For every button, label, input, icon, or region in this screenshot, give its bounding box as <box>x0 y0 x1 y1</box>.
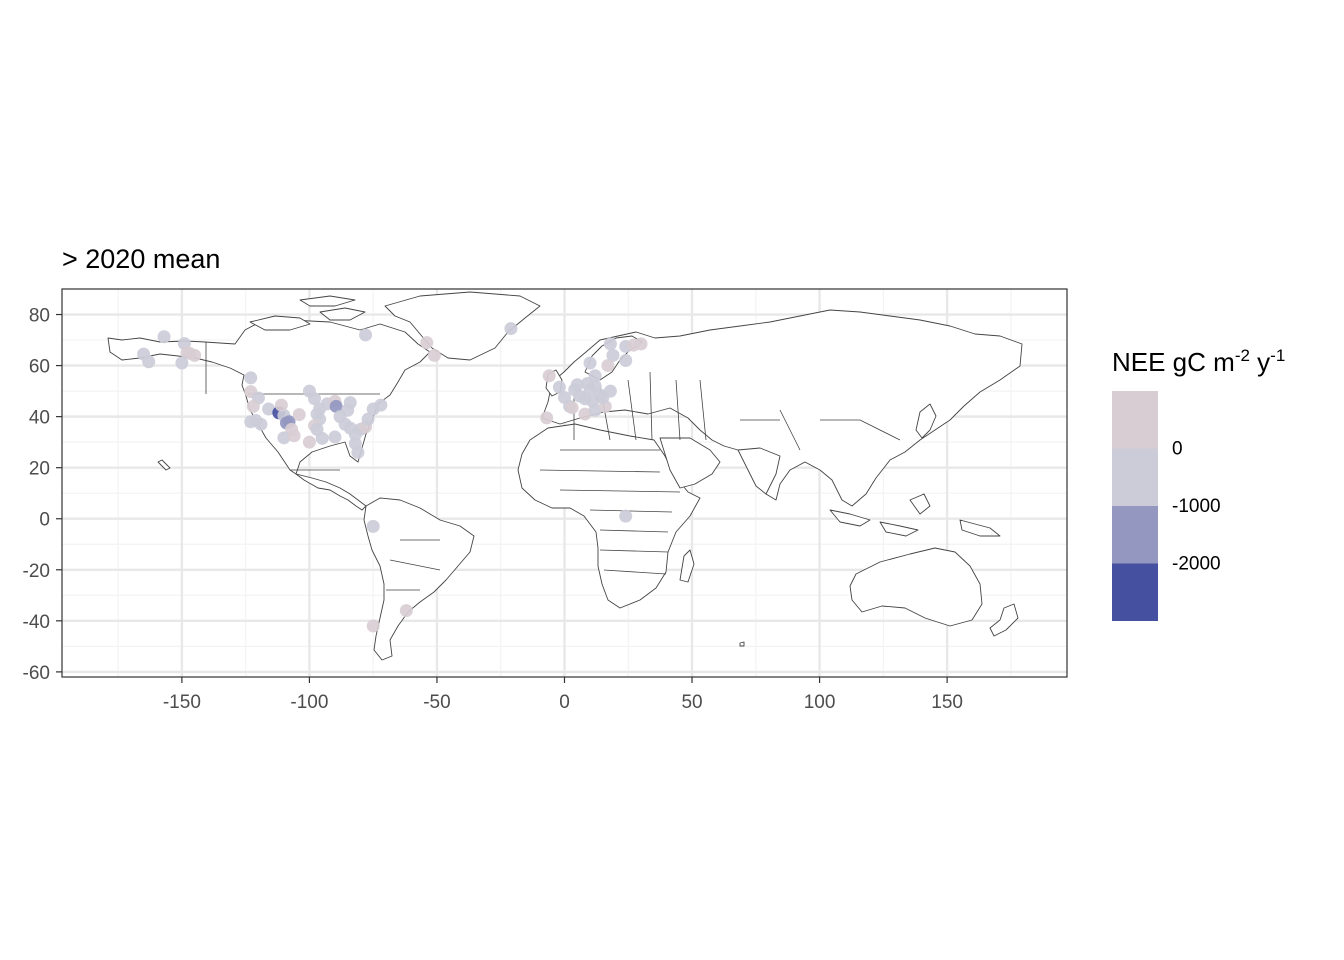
y-tick-label: -40 <box>23 612 50 633</box>
x-tick-label: -50 <box>423 692 450 713</box>
data-point <box>570 378 584 392</box>
data-point <box>292 408 306 422</box>
y-axis: 80 60 40 20 0 -20 -40 -60 <box>23 306 62 684</box>
legend-bin-label: -1000 <box>1172 496 1221 517</box>
y-tick-label: 40 <box>29 408 50 429</box>
greenland-landmass <box>384 291 541 361</box>
x-tick-label: -150 <box>163 692 201 713</box>
data-point <box>343 396 357 410</box>
legend: NEE gC m-2 y-1 0 -1000 -2000 <box>1112 346 1285 621</box>
legend-bin-label: -2000 <box>1172 554 1221 575</box>
x-tick-label: 100 <box>804 692 836 713</box>
data-point <box>601 359 615 373</box>
data-point <box>262 402 276 416</box>
x-tick-label: 50 <box>681 692 702 713</box>
data-point <box>427 348 441 362</box>
data-point <box>244 415 258 429</box>
chart-title: > 2020 mean <box>62 244 220 274</box>
x-tick-label: 0 <box>559 692 570 713</box>
data-point <box>588 403 602 417</box>
data-point <box>374 398 388 412</box>
x-tick-label: -100 <box>290 692 328 713</box>
legend-title-main: NEE gC m <box>1112 347 1235 377</box>
y-tick-label: 20 <box>29 459 50 480</box>
australia-landmass <box>849 547 983 627</box>
x-axis: -150 -100 -50 0 50 100 150 <box>163 677 963 713</box>
south-america-landmass <box>363 497 475 661</box>
data-point <box>583 356 597 370</box>
data-point <box>244 371 258 385</box>
data-point <box>366 619 380 633</box>
data-point <box>619 353 633 367</box>
data-point <box>328 430 342 444</box>
madagascar-landmass <box>679 549 695 583</box>
arabia-landmass <box>659 437 721 489</box>
japan-landmass <box>915 403 937 439</box>
data-point <box>578 407 592 421</box>
x-tick-label: 150 <box>931 692 963 713</box>
data-point <box>315 431 329 445</box>
data-point <box>540 411 554 425</box>
y-tick-label: 80 <box>29 306 50 327</box>
falkland-islands <box>739 641 745 647</box>
data-point <box>254 417 268 431</box>
legend-color-bin <box>1112 448 1158 506</box>
data-point <box>329 399 343 413</box>
data-point <box>308 392 322 406</box>
india-landmass <box>737 447 781 495</box>
y-tick-label: -60 <box>23 663 50 684</box>
legend-color-bins: 0 -1000 -2000 <box>1112 391 1221 621</box>
legend-title-sup1: -2 <box>1235 346 1250 365</box>
data-point <box>603 337 617 351</box>
legend-title-mid: y <box>1250 347 1270 377</box>
eurasia-landmass <box>541 309 1023 507</box>
legend-color-bin <box>1112 506 1158 564</box>
data-point <box>588 369 602 383</box>
hawaii-islands <box>157 459 171 471</box>
data-point <box>399 604 413 618</box>
data-point <box>142 355 156 369</box>
data-points <box>137 322 648 633</box>
data-point <box>246 399 260 413</box>
arctic-islands <box>249 295 366 331</box>
data-point <box>188 348 202 362</box>
legend-bin-label: 0 <box>1172 439 1183 460</box>
data-point <box>302 435 316 449</box>
data-point <box>606 348 620 362</box>
legend-color-bin <box>1112 391 1158 449</box>
indonesia-islands <box>829 493 1001 537</box>
data-point <box>504 322 518 336</box>
legend-title-sup2: -1 <box>1270 346 1285 365</box>
country-borders <box>205 342 901 591</box>
y-tick-label: -20 <box>23 561 50 582</box>
data-point <box>274 398 288 412</box>
data-point <box>348 428 362 441</box>
data-point <box>157 330 171 344</box>
data-point <box>287 429 301 443</box>
data-point <box>552 380 566 394</box>
new-zealand-landmass <box>989 603 1019 637</box>
data-point <box>361 412 375 426</box>
data-point <box>565 401 579 415</box>
data-point <box>542 369 556 383</box>
y-tick-label: 60 <box>29 357 50 378</box>
legend-title: NEE gC m-2 y-1 <box>1112 346 1285 377</box>
data-point <box>619 509 633 523</box>
data-point <box>277 431 291 445</box>
data-point <box>420 336 434 350</box>
data-point <box>634 337 648 351</box>
data-point <box>603 384 617 398</box>
data-point <box>175 356 189 370</box>
legend-color-bin <box>1112 563 1158 621</box>
data-point <box>359 328 373 342</box>
data-point <box>366 519 380 533</box>
central-america-landmass <box>295 473 367 511</box>
data-point <box>351 445 365 459</box>
y-tick-label: 0 <box>39 510 50 531</box>
